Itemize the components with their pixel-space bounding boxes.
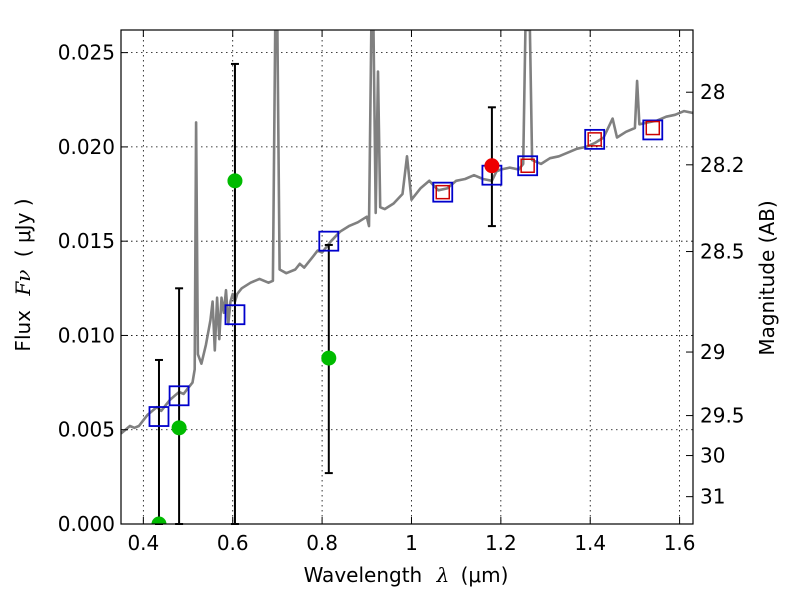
y2-tick-label: 29 — [700, 340, 725, 364]
y2-tick-label: 28.5 — [700, 240, 745, 264]
y-tick-label: 0.015 — [58, 229, 115, 253]
x-axis-label-symbol: λ — [436, 563, 450, 587]
y2-tick-label: 28 — [700, 80, 725, 104]
grid — [121, 30, 693, 525]
y-tick-label: 0.010 — [58, 323, 115, 347]
model-band-marker — [318, 230, 340, 252]
y-tick-label: 0.000 — [58, 512, 115, 536]
plot-area — [121, 30, 693, 525]
model-spectrum-line — [121, 30, 693, 435]
x-tick-label: 1.6 — [664, 531, 696, 555]
model-band-marker — [517, 155, 539, 177]
plot-frame — [120, 29, 694, 525]
y-tick-label: 0.025 — [58, 41, 115, 65]
x-tick-label: 0.8 — [306, 531, 338, 555]
y-tick-label: 0.005 — [58, 418, 115, 442]
y2-tick-label: 28.2 — [700, 153, 745, 177]
x-axis-label: Wavelength λ (μm) — [304, 563, 509, 587]
model-band-marker — [168, 385, 190, 407]
model-band-marker — [642, 119, 664, 141]
hst-band-marker — [645, 120, 661, 136]
x-axis-label-unit: (μm) — [461, 563, 509, 587]
model-band-marker — [224, 304, 246, 326]
optical-data-point — [151, 516, 167, 524]
x-tick-label: 0.6 — [217, 531, 249, 555]
model-band-marker — [432, 181, 454, 203]
x-tick-label: 1 — [405, 531, 418, 555]
y-axis-label: Flux Fν ( μJy ) — [11, 198, 35, 351]
y-axis-label-text: Flux — [11, 310, 35, 352]
x-tick-label: 1.2 — [485, 531, 517, 555]
y-tick-label: 0.020 — [58, 135, 115, 159]
y2-tick-label: 30 — [700, 444, 725, 468]
y2-axis-label: Magnitude (AB) — [755, 200, 779, 355]
model-band-marker — [148, 406, 170, 427]
y2-tick-label: 29.5 — [700, 404, 745, 428]
x-tick-label: 0.4 — [127, 531, 159, 555]
hst-band-marker — [435, 184, 450, 200]
axes-ticks: 0.4 0.6 0.8 1 1.2 1.4 1.6 0.000 0.005 0.010 0.015 0… — [58, 30, 745, 555]
optical-data-point — [171, 420, 187, 436]
hst-band-marker — [587, 132, 602, 147]
model-band-marker — [584, 128, 606, 150]
optical-data-point — [321, 350, 337, 366]
optical-data-point — [227, 173, 243, 189]
detection-point — [484, 158, 500, 174]
hst-band-marker — [520, 158, 535, 174]
y-axis-label-unit: ( μJy ) — [11, 198, 35, 257]
x-tick-label: 1.4 — [574, 531, 606, 555]
y2-tick-label: 31 — [700, 485, 725, 509]
x-axis-label-text: Wavelength — [304, 563, 423, 587]
y-axis-label-symbol: Fν — [11, 270, 35, 297]
